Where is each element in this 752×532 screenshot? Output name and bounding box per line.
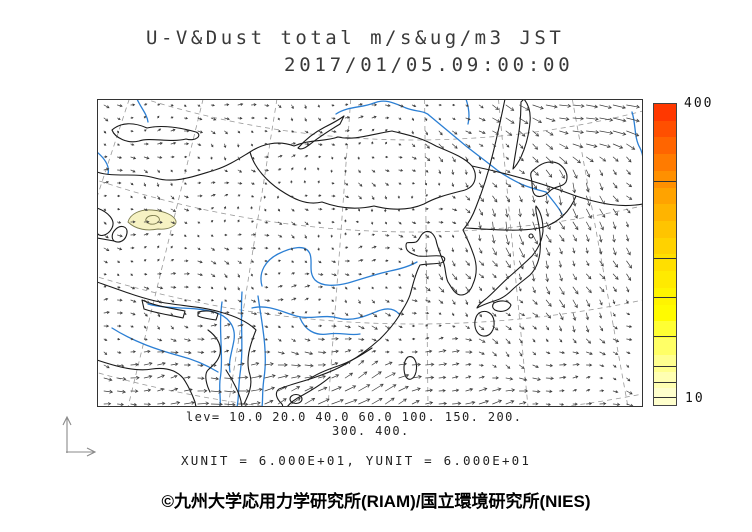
colorbar-band bbox=[654, 338, 676, 355]
map-frame bbox=[97, 99, 643, 407]
coastline-borders bbox=[97, 99, 643, 407]
contour-levels-line2: 300. 400. bbox=[332, 424, 410, 438]
chart-title: U-V&Dust total m/s&ug/m3 JST bbox=[146, 27, 565, 49]
colorbar-tick bbox=[654, 366, 676, 368]
colorbar-band bbox=[654, 137, 676, 155]
colorbar-band bbox=[654, 271, 676, 288]
colorbar-band bbox=[654, 304, 676, 322]
colorbar-band bbox=[654, 104, 676, 121]
wind-vector-arrows bbox=[103, 102, 640, 407]
axis-indicator-icon bbox=[62, 415, 97, 457]
colorbar-tick bbox=[654, 335, 676, 337]
unit-scale-label: XUNIT = 6.000E+01, YUNIT = 6.000E+01 bbox=[181, 453, 532, 468]
colorbar-band bbox=[654, 204, 676, 222]
contour-levels-line1: lev= 10.0 20.0 40.0 60.0 100. 150. 200. bbox=[186, 410, 523, 424]
colorbar-tick bbox=[654, 296, 676, 298]
colorbar-band bbox=[654, 287, 676, 305]
colorbar-band bbox=[654, 321, 676, 339]
colorbar-band bbox=[654, 237, 676, 255]
copyright-notice: ©九州大学応用力学研究所(RIAM)/国立環境研究所(NIES) bbox=[161, 492, 591, 511]
colorbar-min-label: 10 bbox=[685, 391, 705, 406]
colorbar-band bbox=[654, 254, 676, 272]
colorbar-band bbox=[654, 354, 676, 372]
colorbar-band bbox=[654, 120, 676, 138]
colorbar-band bbox=[654, 187, 676, 205]
dust-contour bbox=[127, 209, 177, 231]
colorbar-band bbox=[654, 371, 676, 389]
colorbar-tick bbox=[654, 258, 676, 260]
graticule-lines bbox=[97, 99, 643, 407]
colorbar-max-label: 400 bbox=[684, 96, 714, 111]
colorbar-tick bbox=[654, 181, 676, 183]
colorbar-band bbox=[654, 154, 676, 171]
colorbar bbox=[653, 103, 677, 406]
colorbar-band bbox=[654, 221, 676, 238]
colorbar-tick bbox=[654, 381, 676, 383]
colorbar-tick bbox=[654, 397, 676, 399]
colorbar-band bbox=[654, 170, 676, 188]
colorbar-band bbox=[654, 388, 676, 405]
chart-timestamp: 2017/01/05.09:00:00 bbox=[284, 54, 574, 76]
